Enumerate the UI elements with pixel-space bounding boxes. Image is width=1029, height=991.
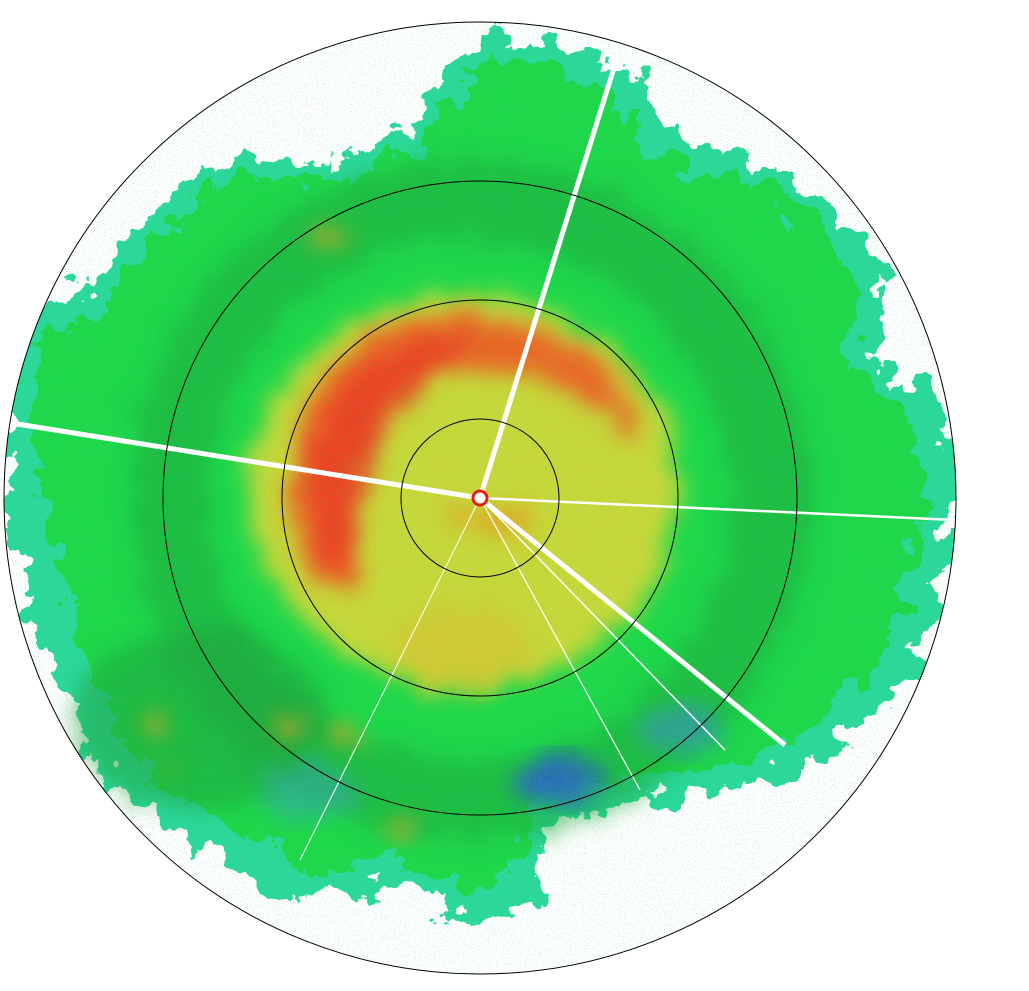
range-ring xyxy=(400,418,560,578)
range-rings xyxy=(3,21,957,975)
range-ring xyxy=(281,299,679,697)
range-ring xyxy=(162,180,798,816)
radar-site xyxy=(471,489,489,507)
beam-blockage xyxy=(4,54,956,861)
range-ring-outer xyxy=(3,21,957,975)
